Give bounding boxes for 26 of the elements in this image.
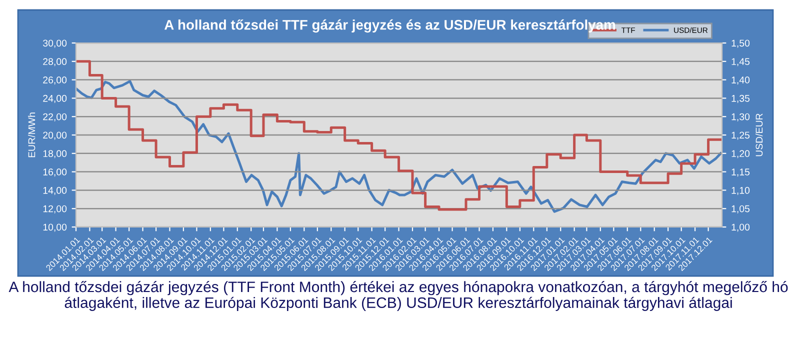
y2-axis-title: USD/EUR (756, 114, 763, 156)
y2-tick-label: 1,45 (732, 58, 750, 66)
y2-tick-label: 1,10 (732, 186, 750, 195)
y-tick-label: 30,00 (43, 40, 67, 48)
y-tick-label: 12,00 (43, 205, 67, 214)
y2-tick-label: 1,20 (732, 150, 750, 158)
y-tick-label: 14,00 (43, 186, 67, 195)
y2-tick-label: 1,30 (732, 113, 750, 122)
y2-tick-label: 1,00 (732, 224, 750, 232)
y2-tick-label: 1,05 (732, 205, 750, 214)
y-tick-label: 18,00 (43, 150, 67, 158)
y-axis-title: EUR/MWh (28, 112, 36, 158)
y-tick-label: 22,00 (43, 113, 67, 122)
y2-tick-label: 1,15 (732, 168, 750, 177)
y2-tick-label: 1,35 (732, 94, 750, 103)
y-tick-label: 16,00 (43, 168, 67, 177)
chart-title: A holland tőzsdei TTF gázár jegyzés és az USD/EUR keresztárfolyam (164, 19, 616, 33)
y-tick-label: 28,00 (43, 58, 67, 66)
y2-tick-label: 1,40 (732, 76, 750, 85)
y-tick-label: 26,00 (43, 76, 67, 85)
y2-tick-label: 1,50 (732, 40, 750, 48)
y2-tick-label: 1,25 (732, 132, 750, 140)
text: A holland tőzsdei gázár jegyzés (TTF Front Month) értékei az egyes hónapokra vonatkozóan, a tárgyhót megelőző hó átlagaként, illetve az Európai Központi Bank (ECB) USD/EUR keresztárfolyamainak tárgyhavi átlagai (8, 281, 788, 311)
y-tick-label: 10,00 (43, 224, 67, 232)
y-tick-label: 24,00 (43, 94, 67, 103)
y-tick-label: 20,00 (43, 132, 67, 140)
